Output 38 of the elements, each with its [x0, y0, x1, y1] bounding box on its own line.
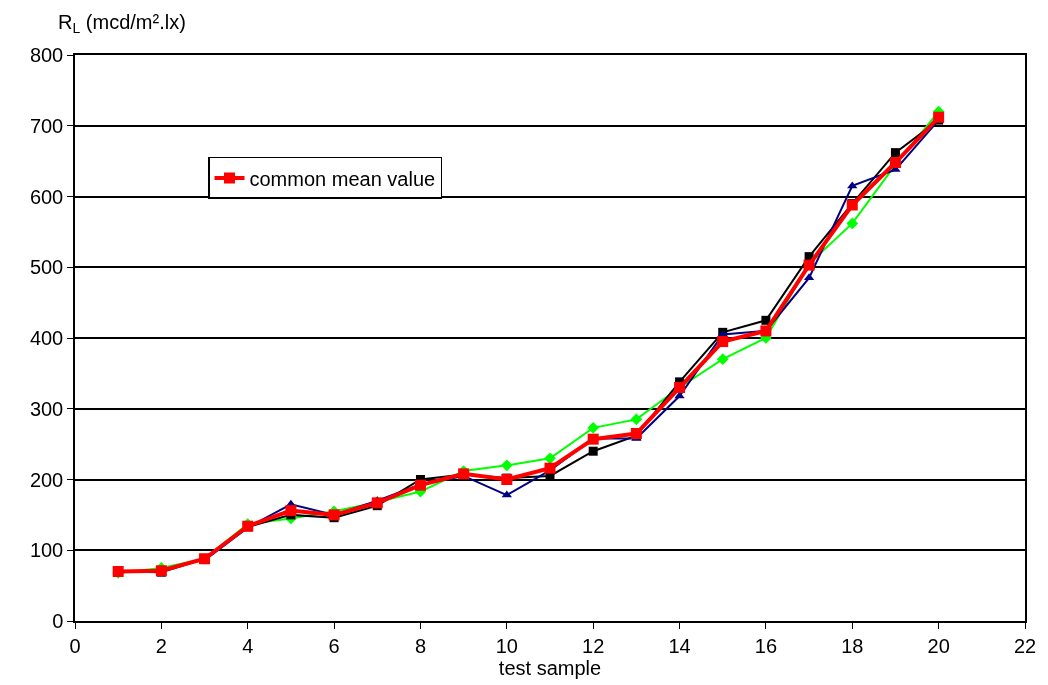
x-tick-label: 8: [414, 634, 427, 657]
y-tick-label: 100: [29, 539, 64, 562]
x-tick-label: 4: [242, 634, 254, 657]
x-tick-label: 10: [495, 634, 518, 657]
point: [933, 111, 945, 123]
y-tick-label: 600: [29, 185, 64, 208]
legend-label: common mean value: [249, 167, 436, 190]
point: [285, 505, 297, 517]
x-tick-label: 16: [754, 634, 778, 657]
x-tick-label: 20: [927, 634, 950, 657]
y-tick-label: 400: [29, 327, 64, 349]
point: [414, 479, 426, 491]
y-tick-label: 500: [29, 256, 64, 279]
y-tick-label: 700: [29, 114, 64, 137]
x-tick-label: 2: [155, 634, 167, 657]
y-axis-title: R$_{L}$ (mcd/m².lx): [58, 11, 186, 37]
point: [587, 422, 600, 434]
y-tick-label: 800: [29, 44, 64, 66]
x-tick-label: 14: [668, 634, 691, 657]
point: [847, 181, 858, 189]
y-tick-label: 200: [29, 468, 64, 491]
point: [716, 353, 729, 366]
x-tick-label: 6: [328, 634, 340, 657]
x-tick-label: 18: [841, 634, 864, 657]
x-axis-title: test sample: [498, 656, 602, 679]
point: [630, 413, 643, 426]
x-tick-label: 22: [1013, 634, 1037, 657]
point: [500, 459, 513, 472]
y-tick-label: 300: [29, 397, 64, 420]
x-tick-label: 0: [69, 634, 81, 657]
point: [717, 336, 729, 348]
point: [890, 148, 900, 158]
y-tick-label: 0: [52, 610, 64, 632]
x-tick-label: 12: [582, 634, 605, 657]
point: [587, 433, 599, 445]
point: [761, 315, 771, 325]
point: [588, 446, 598, 456]
point: [846, 217, 859, 230]
